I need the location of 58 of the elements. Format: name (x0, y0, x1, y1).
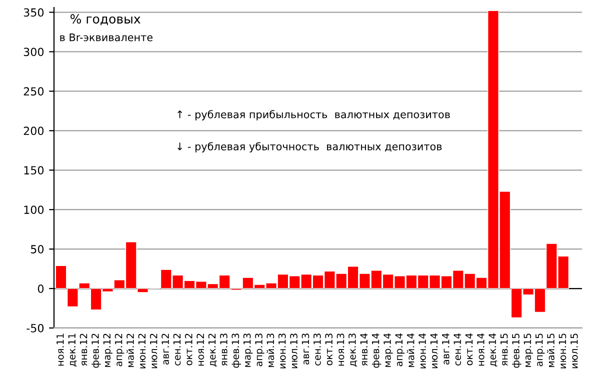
x-tick-label: янв.14 (360, 333, 368, 366)
x-tick-label: июн.12 (138, 334, 146, 368)
x-tick-label: июл.13 (290, 334, 298, 368)
x-tick-label: авг.13 (302, 334, 310, 365)
x-tick-label: фев.12 (92, 334, 101, 368)
x-tick-label: июл.15 (570, 334, 578, 368)
x-tick-label: ноя.12 (196, 334, 204, 366)
x-tick-label: апр.13 (255, 334, 264, 366)
x-tick-label: май.12 (126, 334, 134, 368)
x-tick-label: мар.14 (384, 333, 393, 367)
x-tick-label: мар.12 (103, 334, 112, 367)
x-tick-label: ноя.14 (477, 333, 484, 366)
x-tick-label: мар.13 (243, 334, 253, 367)
x-tick-label: апр.15 (536, 334, 545, 366)
x-tick-label: июн.15 (558, 334, 566, 368)
x-tick-label: ноя.11 (56, 334, 64, 366)
x-tick-label: ноя.13 (336, 334, 344, 366)
x-tick-label: янв.13 (220, 334, 228, 366)
x-tick-label: янв.15 (500, 334, 508, 366)
x-tick-label: дек.12 (208, 334, 217, 366)
x-tick-label: янв.12 (80, 334, 88, 366)
x-tick-label: май.14 (406, 333, 414, 368)
annotation: в Br-эквиваленте (60, 33, 152, 42)
x-tick-label: май.15 (546, 334, 554, 368)
y-tick-label: 300 (24, 48, 44, 56)
annotation: % годовых (70, 14, 140, 26)
x-tick-label: фев.13 (232, 334, 241, 368)
x-tick-label: авг.14 (442, 333, 450, 365)
x-tick-label: июл.14 (430, 333, 438, 368)
x-tick-label: дек.13 (348, 334, 358, 366)
x-tick-label: фев.15 (512, 334, 522, 368)
y-tick-label: 350 (24, 8, 44, 17)
y-tick-label: 200 (24, 126, 44, 136)
y-tick-label: -50 (26, 324, 44, 332)
x-tick-label: сен.13 (313, 334, 321, 366)
x-tick-label: сен.12 (173, 334, 181, 366)
y-tick-label: 50 (30, 245, 44, 254)
x-tick-label: окт.13 (325, 334, 332, 366)
y-tick-label: 250 (24, 87, 44, 96)
x-tick-label: апр.12 (114, 334, 124, 366)
x-tick-label: авг.12 (162, 334, 169, 365)
y-tick-label: 0 (38, 284, 44, 293)
annotation: ↑ - рублевая прибыльность валютных депозитов (178, 110, 450, 120)
x-tick-label: дек.11 (68, 334, 77, 366)
x-tick-label: сен.14 (454, 333, 461, 366)
x-tick-label: мар.15 (524, 334, 533, 367)
y-tick-label: 150 (24, 166, 44, 175)
x-tick-label: июл.12 (150, 334, 158, 368)
x-tick-label: дек.14 (488, 333, 498, 366)
annotation: ↓ - рублевая убыточность валютных депозитов (178, 142, 442, 152)
x-tick-label: апр.14 (395, 333, 404, 366)
x-tick-label: июн.13 (278, 334, 286, 368)
y-tick-label: 100 (24, 206, 44, 214)
x-tick-label: окт.14 (465, 333, 473, 366)
x-tick-label: июн.14 (418, 333, 426, 368)
x-tick-label: фев.14 (372, 333, 382, 368)
x-tick-label: окт.12 (184, 334, 192, 366)
x-tick-label: май.13 (266, 334, 274, 368)
